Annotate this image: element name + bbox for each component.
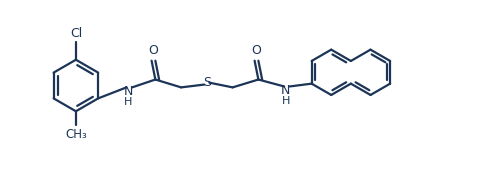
Text: O: O	[149, 44, 159, 57]
Text: N: N	[123, 85, 133, 98]
Text: CH₃: CH₃	[65, 128, 87, 141]
Text: O: O	[251, 44, 261, 57]
Text: S: S	[203, 76, 211, 89]
Text: N: N	[281, 84, 290, 97]
Text: Cl: Cl	[70, 27, 82, 40]
Text: H: H	[281, 96, 290, 106]
Text: H: H	[124, 96, 132, 107]
